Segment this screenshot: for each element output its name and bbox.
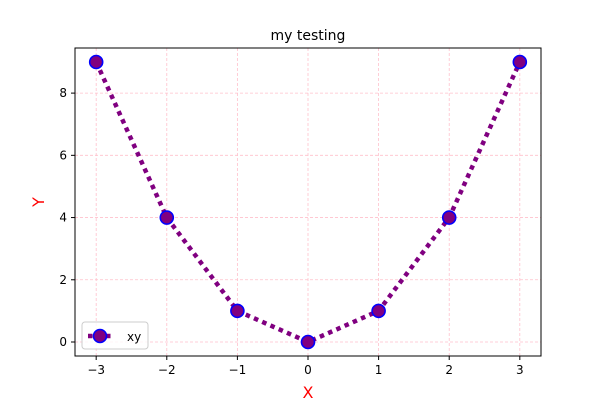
x-tick-label: 0 bbox=[304, 363, 312, 377]
plot-area: −3 −2 −1 0 1 2 3 0 2 4 6 8 bbox=[59, 47, 542, 377]
x-tick-label: 3 bbox=[516, 363, 524, 377]
x-tick-label: 2 bbox=[445, 363, 453, 377]
legend: xy bbox=[81, 321, 149, 350]
x-axis-label: X bbox=[303, 383, 314, 400]
legend-marker-sample bbox=[92, 328, 108, 344]
tick-layer: −3 −2 −1 0 1 2 3 0 2 4 6 8 bbox=[59, 86, 523, 377]
x-tick-label: −2 bbox=[158, 363, 176, 377]
x-tick-label: −3 bbox=[87, 363, 105, 377]
legend-label: xy bbox=[127, 330, 141, 344]
data-point bbox=[88, 54, 104, 70]
y-tick-label: 8 bbox=[59, 86, 67, 100]
y-tick-label: 0 bbox=[59, 335, 67, 349]
chart-title: my testing bbox=[271, 28, 346, 44]
x-tick-label: 1 bbox=[375, 363, 383, 377]
data-point bbox=[441, 210, 457, 225]
x-tick-label: −1 bbox=[229, 363, 247, 377]
series-layer bbox=[88, 54, 528, 350]
data-point bbox=[159, 210, 175, 225]
y-axis-label: Y bbox=[29, 197, 48, 208]
y-tick-label: 2 bbox=[59, 273, 67, 287]
data-point bbox=[230, 303, 245, 319]
data-point bbox=[371, 303, 386, 319]
data-point bbox=[300, 334, 316, 350]
y-tick-label: 4 bbox=[59, 211, 67, 225]
data-point bbox=[512, 54, 528, 70]
y-tick-label: 6 bbox=[59, 148, 67, 162]
